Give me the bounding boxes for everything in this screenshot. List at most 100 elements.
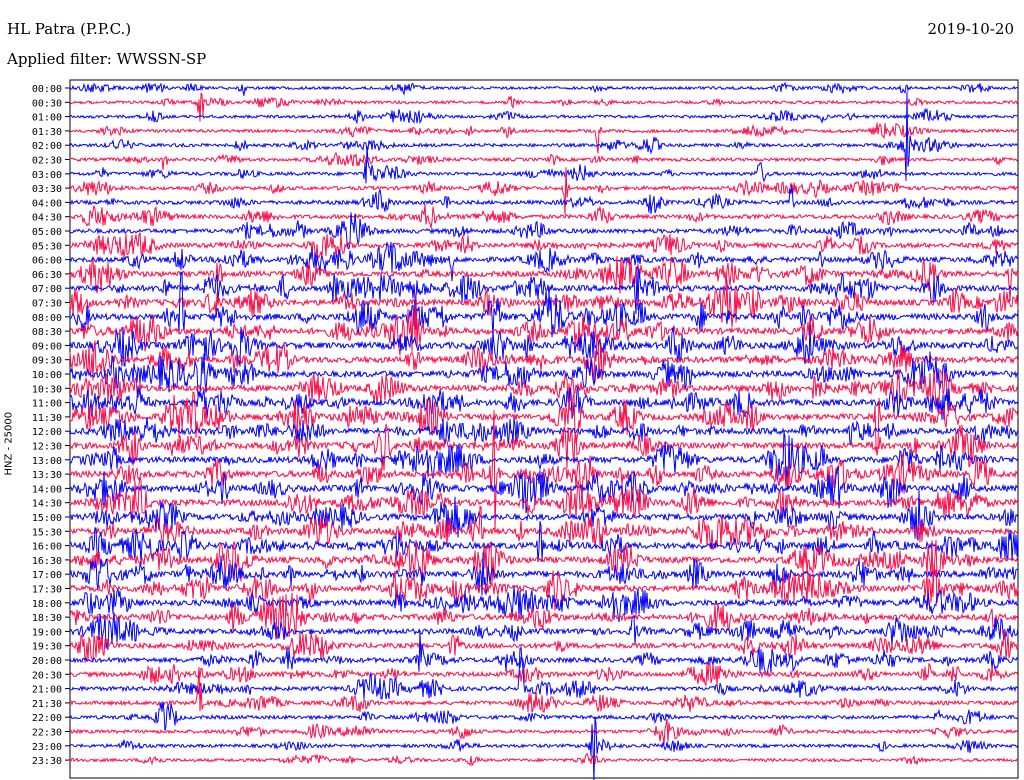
time-tick-label: 06:30 (32, 270, 62, 281)
seismic-trace (69, 521, 1019, 566)
seismic-trace (69, 717, 1019, 780)
seismic-trace (69, 368, 1019, 410)
seismic-trace (69, 630, 1019, 677)
seismic-trace (69, 465, 1019, 514)
time-tick-label: 02:00 (32, 141, 62, 152)
date-label: 2019-10-20 (927, 20, 1014, 38)
seismic-trace (69, 505, 1019, 551)
seismic-trace (69, 423, 1019, 471)
seismic-trace (69, 107, 1019, 125)
seismic-trace (69, 701, 1019, 731)
seismic-trace (69, 256, 1019, 301)
time-tick-label: 05:30 (32, 241, 62, 252)
seismic-trace (69, 667, 1019, 713)
seismic-trace (69, 325, 1019, 368)
time-tick-label: 11:30 (32, 413, 62, 424)
time-tick-label: 05:00 (32, 227, 62, 238)
seismic-trace (69, 585, 1019, 622)
time-tick-label: 21:00 (32, 685, 62, 696)
time-tick-label: 00:00 (32, 84, 62, 95)
time-tick-label: 19:00 (32, 627, 62, 638)
seismic-trace (69, 184, 1019, 215)
plot-frame (69, 79, 1019, 779)
seismic-trace (69, 612, 1019, 651)
time-tick-label: 07:30 (32, 299, 62, 310)
time-tick-label: 14:00 (32, 484, 62, 495)
time-tick-label: 23:00 (32, 742, 62, 753)
seismic-trace (69, 167, 1019, 215)
seismic-trace (69, 81, 1019, 96)
seismic-trace (69, 271, 1019, 339)
time-tick-label: 04:00 (32, 198, 62, 209)
time-tick-label: 08:30 (32, 327, 62, 338)
seismic-trace (69, 646, 1019, 700)
seismic-trace (69, 334, 1019, 385)
seismic-trace (69, 91, 1019, 181)
seismic-trace (69, 145, 1019, 184)
time-tick-label: 22:00 (32, 713, 62, 724)
time-tick-label: 20:30 (32, 670, 62, 681)
seismic-trace (69, 539, 1019, 586)
time-tick-label: 17:00 (32, 570, 62, 581)
time-tick-label: 15:00 (32, 513, 62, 524)
time-tick-label: 17:30 (32, 585, 62, 596)
seismic-trace (69, 391, 1019, 456)
time-tick-label: 18:30 (32, 613, 62, 624)
seismic-trace (69, 351, 1019, 397)
seismic-trace (69, 592, 1019, 640)
filter-label: Applied filter: WWSSN-SP (7, 50, 207, 68)
time-tick-label: 00:30 (32, 98, 62, 109)
seismic-trace (69, 241, 1019, 282)
time-tick-label: 03:00 (32, 170, 62, 181)
seismic-trace (69, 232, 1019, 260)
seismic-trace (69, 212, 1019, 250)
seismic-trace (69, 410, 1019, 530)
time-tick-label: 21:30 (32, 699, 62, 710)
time-tick-label: 07:00 (32, 284, 62, 295)
time-tick-label: 22:30 (32, 728, 62, 739)
seismic-trace (69, 385, 1019, 420)
seismic-trace (69, 92, 1019, 122)
time-tick-label: 23:30 (32, 756, 62, 767)
seismic-trace (69, 552, 1018, 596)
station-title: HL Patra (P.P.C.) (7, 20, 132, 38)
time-tick-label: 18:00 (32, 599, 62, 610)
time-tick-label: 13:30 (32, 470, 62, 481)
seismic-trace (69, 564, 1019, 611)
seismic-trace (69, 431, 1019, 490)
seismic-trace (69, 203, 1019, 229)
seismic-trace (69, 476, 1019, 519)
time-tick-label: 03:30 (32, 184, 62, 195)
seismic-trace (69, 662, 1019, 687)
time-tick-label: 12:00 (32, 427, 62, 438)
time-tick-label: 19:30 (32, 642, 62, 653)
time-tick-label: 02:30 (32, 156, 62, 167)
time-tick-label: 16:00 (32, 542, 62, 553)
time-tick-label: 04:30 (32, 213, 62, 224)
seismic-trace (69, 628, 1019, 663)
time-tick-label: 12:30 (32, 442, 62, 453)
time-tick-label: 01:30 (32, 127, 62, 138)
time-tick-label: 09:30 (32, 356, 62, 367)
seismic-trace (69, 752, 1019, 767)
time-tick-label: 08:00 (32, 313, 62, 324)
time-tick-label: 11:00 (32, 399, 62, 410)
seismic-trace (69, 489, 1019, 541)
seismic-trace (69, 417, 1019, 446)
time-tick-label: 09:00 (32, 341, 62, 352)
time-tick-label: 01:00 (32, 113, 62, 124)
time-tick-label: 16:30 (32, 556, 62, 567)
seismic-trace (69, 151, 1019, 170)
seismic-trace (69, 718, 1019, 745)
seismic-trace (69, 266, 1019, 315)
seismic-trace (69, 122, 1019, 154)
seismic-trace (69, 294, 1019, 356)
time-tick-label: 20:00 (32, 656, 62, 667)
time-tick-label: 15:30 (32, 527, 62, 538)
time-tick-label: 13:00 (32, 456, 62, 467)
time-tick-label: 10:00 (32, 370, 62, 381)
time-tick-label: 06:00 (32, 256, 62, 267)
time-tick-label: 10:30 (32, 384, 62, 395)
time-tick-label: 14:30 (32, 499, 62, 510)
